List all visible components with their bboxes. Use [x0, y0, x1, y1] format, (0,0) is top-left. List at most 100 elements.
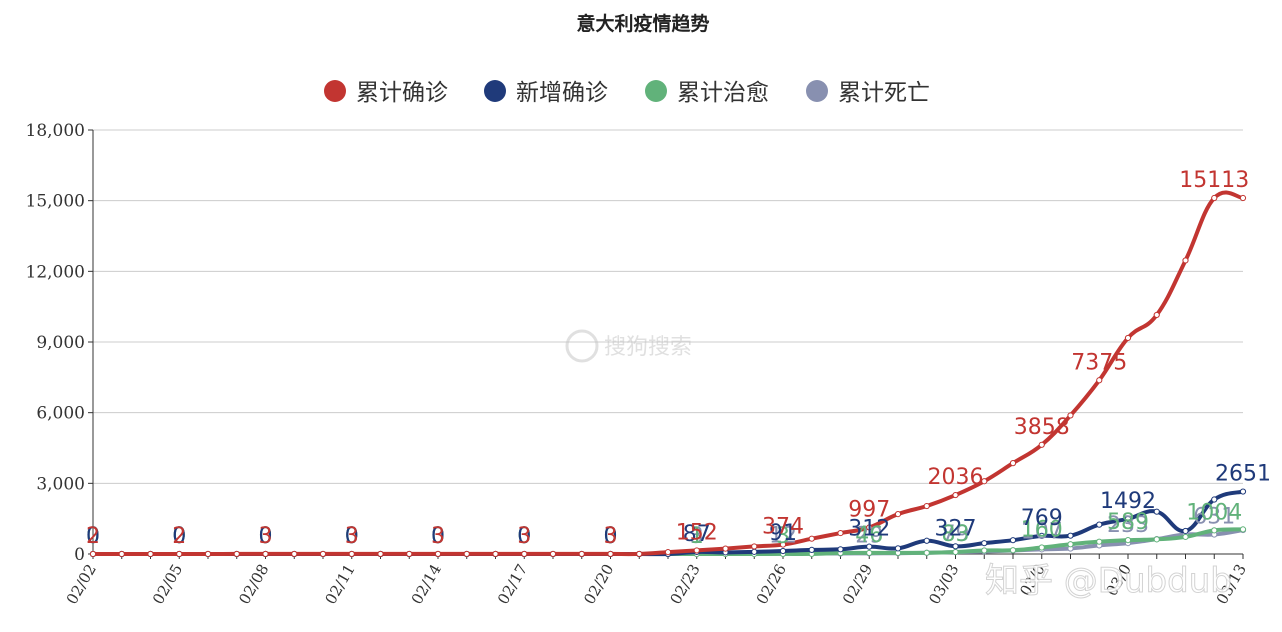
data-point — [751, 548, 758, 555]
y-tick-label: 0 — [74, 545, 85, 565]
legend-label: 累计死亡 — [838, 80, 930, 106]
data-label: 0 — [259, 524, 273, 549]
data-label: 152 — [676, 520, 718, 545]
data-point — [923, 502, 930, 510]
data-label: 3 — [517, 524, 531, 549]
x-tick-label: 03/03 — [925, 561, 962, 607]
data-label: 0 — [604, 524, 618, 549]
data-point — [1038, 441, 1045, 448]
data-point — [319, 550, 327, 558]
data-label: 0 — [431, 524, 445, 549]
data-point — [1239, 526, 1247, 533]
legend: 累计确诊 新增确诊 累计治愈 累计死亡 — [324, 80, 930, 106]
legend-item-2[interactable]: 累计治愈 — [645, 80, 769, 106]
data-point — [1067, 532, 1074, 539]
data-point — [1009, 537, 1017, 544]
y-tick-label: 18,000 — [26, 121, 85, 141]
y-tick-label: 15,000 — [26, 192, 85, 212]
chart-title: 意大利疫情趋势 — [576, 12, 709, 35]
data-point — [981, 478, 988, 485]
data-label: 2 — [86, 524, 100, 549]
data-point — [722, 545, 729, 552]
data-point — [1038, 544, 1045, 551]
data-point — [348, 550, 355, 558]
data-label: 91 — [769, 521, 797, 546]
legend-swatch — [484, 80, 506, 102]
data-label: 312 — [848, 517, 890, 542]
data-point — [1067, 541, 1074, 548]
data-point — [1182, 257, 1189, 264]
data-point — [837, 529, 844, 537]
data-label: 3 — [776, 524, 790, 549]
data-label: 3 — [690, 524, 704, 549]
data-point — [291, 550, 298, 558]
data-point — [578, 550, 585, 558]
data-label: 160 — [1021, 517, 1063, 542]
data-label: 7375 — [1071, 350, 1127, 375]
data-point — [1124, 515, 1132, 522]
data-point — [866, 524, 873, 531]
watermark-sogou: 搜狗搜索 — [565, 329, 692, 363]
data-point — [549, 550, 557, 558]
x-tick-label: 02/05 — [149, 561, 186, 607]
data-label: 46 — [855, 523, 883, 548]
data-point — [923, 549, 930, 556]
data-label: 631 — [1193, 505, 1235, 530]
x-tick-label: 02/17 — [494, 561, 531, 607]
legend-swatch — [645, 80, 667, 102]
data-point — [952, 548, 959, 556]
data-point — [1009, 547, 1017, 554]
x-tick-label: 02/02 — [63, 561, 100, 607]
data-point — [808, 535, 815, 542]
data-point — [89, 550, 97, 558]
data-label: 0 — [604, 524, 618, 549]
data-point — [434, 550, 442, 558]
data-point — [894, 545, 902, 552]
data-label: 0 — [172, 524, 186, 549]
legend-item-1[interactable]: 新增确诊 — [484, 80, 608, 106]
data-point — [923, 537, 930, 544]
data-point — [664, 549, 672, 556]
data-point — [1124, 334, 1132, 342]
data-point — [118, 550, 125, 558]
data-point — [1239, 194, 1247, 202]
legend-swatch — [324, 80, 346, 102]
data-label: 0 — [517, 524, 531, 549]
data-label: 0 — [86, 524, 100, 549]
data-point — [233, 550, 240, 558]
data-point — [1096, 377, 1103, 384]
data-point — [952, 543, 959, 550]
data-point — [1096, 521, 1103, 528]
data-label: 3 — [604, 524, 618, 549]
y-tick-label: 3,000 — [36, 474, 85, 494]
data-point — [262, 550, 269, 558]
data-label: 0 — [259, 524, 273, 549]
data-label: 2651 — [1215, 462, 1271, 487]
data-point — [1182, 527, 1189, 535]
data-label: 0 — [604, 524, 618, 549]
data-point — [1211, 194, 1218, 202]
x-tick-label: 02/08 — [235, 561, 272, 607]
data-label: 29 — [855, 523, 883, 548]
data-point — [1153, 536, 1160, 543]
data-point — [981, 547, 988, 554]
data-point — [1211, 496, 1218, 503]
data-label: 3 — [345, 524, 359, 549]
data-point — [779, 541, 787, 548]
data-point — [176, 550, 183, 558]
x-tick-label: 02/11 — [321, 561, 358, 607]
data-label: 233 — [1107, 513, 1149, 538]
legend-item-0[interactable]: 累计确诊 — [324, 80, 448, 106]
data-point — [1038, 532, 1045, 539]
data-label: 15113 — [1179, 168, 1249, 193]
data-label: 0 — [345, 524, 359, 549]
x-tick-label: 02/20 — [580, 561, 617, 607]
data-label: 0 — [86, 524, 100, 549]
data-label: 0 — [517, 524, 531, 549]
data-point — [751, 543, 758, 550]
data-point — [1239, 488, 1247, 495]
x-tick-label: 02/14 — [408, 561, 445, 607]
x-tick-label: 02/29 — [839, 561, 876, 607]
legend-item-3[interactable]: 累计死亡 — [806, 80, 930, 106]
